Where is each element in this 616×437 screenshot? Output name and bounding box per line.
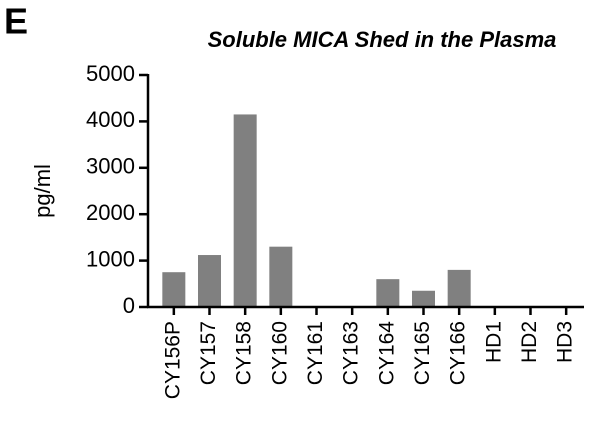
- bar: [447, 269, 471, 307]
- x-tick-label: CY165: [411, 321, 434, 385]
- y-tick-label: 0: [123, 293, 135, 318]
- y-tick-label: 5000: [86, 61, 135, 86]
- bar: [233, 114, 257, 307]
- x-tick-label: HD2: [518, 321, 541, 363]
- x-tick-label: CY164: [375, 321, 398, 386]
- x-tick-label: CY156P: [161, 321, 184, 399]
- x-tick-label: CY161: [304, 321, 327, 385]
- bar: [412, 290, 435, 307]
- x-tick-label: HD3: [554, 321, 577, 363]
- y-tick-label: 3000: [86, 154, 135, 179]
- bar: [198, 255, 221, 307]
- x-tick-label: CY157: [197, 321, 220, 385]
- bar: [376, 279, 400, 307]
- x-tick-label: CY163: [340, 321, 363, 385]
- chart-title: Soluble MICA Shed in the Plasma: [208, 27, 557, 52]
- x-tick-label: HD1: [482, 321, 505, 363]
- y-tick-label: 1000: [86, 246, 135, 271]
- panel-label: E: [4, 1, 28, 42]
- y-axis-label: pg/ml: [30, 164, 55, 218]
- x-tick-label: CY160: [268, 321, 291, 385]
- y-tick-label: 2000: [86, 200, 135, 225]
- x-tick-label: CY158: [233, 321, 256, 385]
- bar: [162, 272, 186, 307]
- x-tick-label: CY166: [447, 321, 470, 385]
- y-tick-label: 4000: [86, 107, 135, 132]
- bar: [269, 246, 293, 307]
